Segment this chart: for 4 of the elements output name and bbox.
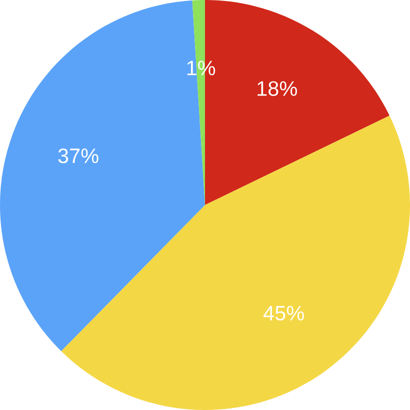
data-label: 1% bbox=[187, 60, 216, 76]
data-label: 45% bbox=[263, 306, 304, 321]
data-label: 18% bbox=[258, 81, 297, 96]
data-label: 37% bbox=[58, 148, 98, 164]
